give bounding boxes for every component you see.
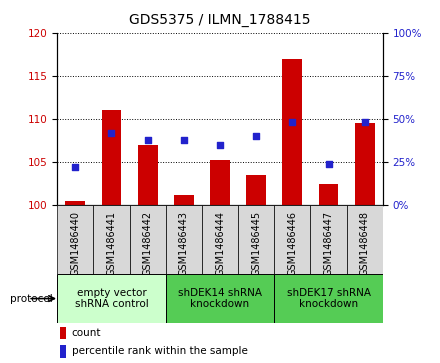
Bar	[202, 205, 238, 274]
Bar	[138, 145, 158, 205]
Bar	[129, 205, 166, 274]
Text: GSM1486448: GSM1486448	[360, 211, 370, 276]
Point	[361, 119, 368, 125]
Bar	[57, 205, 93, 274]
Bar	[93, 205, 129, 274]
Bar	[355, 123, 375, 205]
Point	[144, 137, 151, 143]
Bar	[57, 274, 166, 323]
Text: count: count	[72, 328, 101, 338]
Bar	[210, 160, 230, 205]
Text: GDS5375 / ILMN_1788415: GDS5375 / ILMN_1788415	[129, 13, 311, 27]
Point	[325, 161, 332, 167]
Text: GSM1486446: GSM1486446	[287, 211, 297, 276]
Bar	[60, 345, 66, 358]
Text: GSM1486444: GSM1486444	[215, 211, 225, 276]
Text: empty vector
shRNA control: empty vector shRNA control	[75, 288, 148, 309]
Text: GSM1486447: GSM1486447	[323, 211, 334, 276]
Point	[216, 142, 224, 148]
Bar	[174, 195, 194, 205]
Text: GSM1486441: GSM1486441	[106, 211, 117, 276]
Bar	[311, 205, 347, 274]
Bar	[60, 327, 66, 339]
Point	[108, 130, 115, 136]
Bar	[66, 201, 85, 205]
Bar	[238, 205, 274, 274]
Bar	[102, 110, 121, 205]
Bar	[166, 205, 202, 274]
Bar	[274, 274, 383, 323]
Point	[72, 164, 79, 170]
Point	[289, 119, 296, 125]
Text: GSM1486440: GSM1486440	[70, 211, 80, 276]
Text: GSM1486443: GSM1486443	[179, 211, 189, 276]
Bar	[274, 205, 311, 274]
Text: shDEK17 shRNA
knockdown: shDEK17 shRNA knockdown	[286, 288, 370, 309]
Bar	[347, 205, 383, 274]
Bar	[282, 58, 302, 205]
Text: shDEK14 shRNA
knockdown: shDEK14 shRNA knockdown	[178, 288, 262, 309]
Text: percentile rank within the sample: percentile rank within the sample	[72, 346, 248, 356]
Text: GSM1486442: GSM1486442	[143, 211, 153, 276]
Point	[180, 137, 187, 143]
Text: GSM1486445: GSM1486445	[251, 211, 261, 276]
Bar	[319, 184, 338, 205]
Point	[253, 133, 260, 139]
Bar	[166, 274, 274, 323]
Text: protocol: protocol	[10, 294, 53, 303]
Bar	[246, 175, 266, 205]
